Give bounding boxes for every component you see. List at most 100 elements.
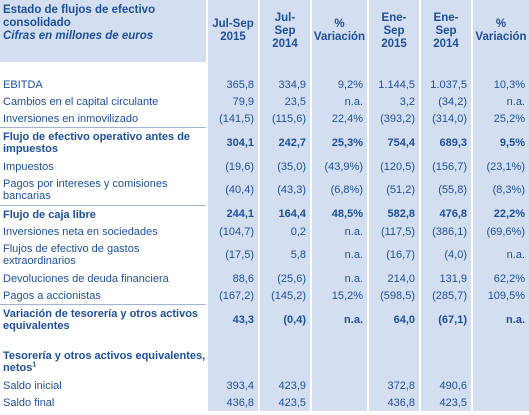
cell-value: 64,0 (367, 304, 420, 335)
cell-value: (104,7) (206, 223, 259, 240)
cell-value: (67,1) (419, 304, 472, 335)
cell-value: (167,2) (206, 287, 259, 305)
cell-value: 109,5% (471, 287, 529, 305)
cell-value: 9,2% (310, 76, 368, 93)
cell-value: 1.037,5 (419, 76, 472, 93)
cell-value: 131,9 (419, 270, 472, 287)
cell-value: 423,5 (258, 394, 311, 411)
cell-value: (69,6%) (471, 223, 529, 240)
cell-value: (285,7) (419, 287, 472, 305)
cell-value: (40,4) (206, 175, 259, 206)
cell-value (310, 394, 368, 411)
cell-value: n.a. (471, 240, 529, 270)
row-label: Flujos de efectivo de gastos extraordina… (0, 240, 207, 270)
cell-value: (25,6) (258, 270, 311, 287)
cell-value: 9,5% (471, 127, 529, 158)
table-title: Estado de flujos de efectivo consolidado… (0, 0, 207, 62)
cell-value: (145,2) (258, 287, 311, 305)
cell-value: (51,2) (367, 175, 420, 206)
table-row: Variación de tesorería y otros activos e… (0, 304, 529, 335)
row-label: Variación de tesorería y otros activos e… (0, 304, 207, 335)
cell-value: (35,0) (258, 158, 311, 175)
cell-value: 423,9 (258, 377, 311, 394)
cell-value: 304,1 (206, 127, 259, 158)
title-line-1: Estado de flujos de efectivo (3, 4, 156, 16)
cell-value: 423,5 (419, 394, 472, 411)
cell-value: n.a. (310, 270, 368, 287)
cell-value: 1.144,5 (367, 76, 420, 93)
spacer-row (0, 335, 529, 347)
cell-value: 15,2% (310, 287, 368, 305)
title-units: Cifras en millones de euros (3, 30, 154, 42)
table-row: Inversiones neta en sociedades (104,7) 0… (0, 223, 529, 240)
col-header-variacion-q: % Variación (310, 0, 368, 62)
cell-value: (55,8) (419, 175, 472, 206)
cell-value: 436,8 (206, 394, 259, 411)
row-label: Flujo de efectivo operativo antes de imp… (0, 127, 207, 158)
cell-value: 79,9 (206, 93, 259, 110)
cell-value: 372,8 (367, 377, 420, 394)
cell-value: 22,2% (471, 205, 529, 223)
table-row: Saldo inicial 393,4 423,9 372,8 490,6 (0, 377, 529, 394)
row-label: Inversiones neta en sociedades (0, 223, 207, 240)
header-row: Estado de flujos de efectivo consolidado… (0, 0, 529, 62)
cell-value: (8,3%) (471, 175, 529, 206)
row-label: Flujo de caja libre (0, 205, 207, 223)
cell-value (471, 394, 529, 411)
cell-value: 393,4 (206, 377, 259, 394)
cell-value: (141,5) (206, 110, 259, 128)
cell-value: 476,8 (419, 205, 472, 223)
spacer-row (0, 62, 529, 76)
cell-value: (16,7) (367, 240, 420, 270)
row-label: Inversiones en inmovilizado (0, 110, 207, 128)
cell-value: 62,2% (471, 270, 529, 287)
cell-value: 10,3% (471, 76, 529, 93)
cell-value (310, 377, 368, 394)
cell-value: (6,8%) (310, 175, 368, 206)
cell-value: (117,5) (367, 223, 420, 240)
cell-value: (43,9%) (310, 158, 368, 175)
cell-value: n.a. (310, 223, 368, 240)
cell-value: 0,2 (258, 223, 311, 240)
cell-value: (19,6) (206, 158, 259, 175)
table-row: Inversiones en inmovilizado (141,5) (115… (0, 110, 529, 128)
col-header-variacion-ytd: % Variación (471, 0, 529, 62)
col-header-ene-sep-2015: Ene- Sep 2015 (367, 0, 420, 62)
col-header-ene-sep-2014: Ene- Sep 2014 (419, 0, 472, 62)
cell-value: 23,5 (258, 93, 311, 110)
table-row: Impuestos (19,6) (35,0) (43,9%) (120,5) … (0, 158, 529, 175)
col-header-jul-sep-2015: Jul-Sep 2015 (206, 0, 259, 62)
table-row: Devoluciones de deuda financiera 88,6 (2… (0, 270, 529, 287)
cell-value: (386,1) (419, 223, 472, 240)
cell-value: n.a. (471, 93, 529, 110)
cell-value: (17,5) (206, 240, 259, 270)
cell-value: n.a. (310, 304, 368, 335)
cell-value: 25,2% (471, 110, 529, 128)
cell-value: 490,6 (419, 377, 472, 394)
table-row: Flujo de efectivo operativo antes de imp… (0, 127, 529, 158)
section-heading: Tesorería y otros activos equivalentes, … (0, 347, 207, 377)
table-row: Pagos a accionistas (167,2) (145,2) 15,2… (0, 287, 529, 305)
section-heading-row: Tesorería y otros activos equivalentes, … (0, 347, 529, 377)
row-label: Impuestos (0, 158, 207, 175)
cell-value: (598,5) (367, 287, 420, 305)
cell-value: (115,6) (258, 110, 311, 128)
cell-value: n.a. (310, 240, 368, 270)
table-row: EBITDA 365,8 334,9 9,2% 1.144,5 1.037,5 … (0, 76, 529, 93)
col-header-jul-sep-2014: Jul- Sep 2014 (258, 0, 311, 62)
cell-value: 244,1 (206, 205, 259, 223)
cell-value: 43,3 (206, 304, 259, 335)
row-label: EBITDA (0, 76, 207, 93)
cell-value: 48,5% (310, 205, 368, 223)
cell-value: (4,0) (419, 240, 472, 270)
cell-value: 3,2 (367, 93, 420, 110)
cell-value: (156,7) (419, 158, 472, 175)
cell-value (471, 377, 529, 394)
row-label: Saldo final (0, 394, 207, 411)
cell-value: 25,3% (310, 127, 368, 158)
cell-value: 22,4% (310, 110, 368, 128)
cell-value: 436,8 (367, 394, 420, 411)
cell-value: 242,7 (258, 127, 311, 158)
